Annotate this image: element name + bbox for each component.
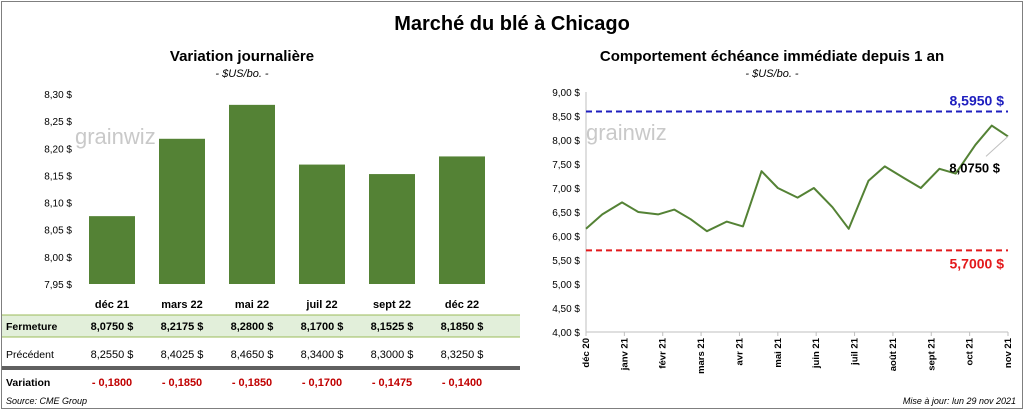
y-tick-label: 6,50 $ (552, 208, 580, 219)
y-tick-label: 5,00 $ (552, 280, 580, 291)
bar (89, 216, 135, 284)
x-tick-label: mai 22 (235, 299, 269, 311)
x-tick-label: mai 21 (773, 337, 784, 367)
y-tick-label: 8,00 $ (552, 136, 580, 147)
left-chart-unit: - $US/bo. - (215, 68, 269, 80)
table-cell: 8,3400 $ (301, 349, 344, 361)
table-cell: 8,3000 $ (371, 349, 414, 361)
x-tick-label: août 21 (888, 337, 899, 371)
table-cell: - 0,1700 (302, 377, 342, 389)
max-label: 8,5950 $ (950, 92, 1005, 108)
x-tick-label: sept 21 (926, 337, 937, 370)
row-label: Fermeture (6, 321, 58, 333)
x-tick-label: oct 21 (965, 337, 976, 365)
bar (229, 104, 275, 284)
y-tick-label: 8,20 $ (44, 144, 72, 155)
price-series-line (585, 124, 1009, 233)
table-cell: - 0,1850 (232, 377, 272, 389)
table-cell: 8,1525 $ (371, 321, 414, 333)
bar-chart: grainwiz 7,95 $ 8,00 $ 8,05 $ 8,10 $ 8,15 $ 8,… (2, 90, 520, 393)
y-tick-label: 7,50 $ (552, 160, 580, 171)
table-row-bg (2, 371, 520, 393)
y-tick-label: 4,00 $ (552, 328, 580, 339)
row-label: Précédent (6, 349, 54, 361)
main-title: Marché du blé à Chicago (394, 13, 630, 35)
min-label: 5,7000 $ (950, 255, 1005, 271)
left-chart-title: Variation journalière (169, 48, 315, 65)
update-note: Mise à jour: lun 29 nov 2021 (902, 396, 1016, 406)
table-cell: 8,2175 $ (161, 321, 204, 333)
x-tick-label: nov 21 (1003, 337, 1014, 368)
x-tick-label: mars 21 (696, 337, 707, 374)
table-cell: 8,4650 $ (231, 349, 274, 361)
bar (369, 174, 415, 284)
x-tick-label: janv 21 (619, 337, 630, 371)
y-tick-label: 8,00 $ (44, 253, 72, 264)
y-tick-label: 8,25 $ (44, 117, 72, 128)
line-chart: grainwiz 4,00 $ 4,50 $ 5,00 $ 5,50 $ 6,00 $ 6,… (552, 88, 1014, 374)
y-tick-label: 8,15 $ (44, 171, 72, 182)
y-tick-label: 4,50 $ (552, 304, 580, 315)
table-cell: - 0,1850 (162, 377, 202, 389)
table-cell: 8,0750 $ (91, 321, 134, 333)
bar (159, 138, 205, 284)
callout-line (985, 136, 1009, 157)
y-tick-label: 8,30 $ (44, 90, 72, 101)
right-chart-title: Comportement échéance immédiate depuis 1… (599, 48, 945, 65)
watermark: grainwiz (586, 120, 667, 145)
x-tick-label: déc 21 (95, 299, 129, 311)
table-cell: - 0,1475 (372, 377, 412, 389)
table-cell: 8,2550 $ (91, 349, 134, 361)
table-cell: 8,1700 $ (301, 321, 344, 333)
row-label: Variation (6, 377, 50, 389)
x-tick-label: juin 21 (811, 337, 822, 369)
table-cell: 8,2800 $ (231, 321, 274, 333)
watermark: grainwiz (75, 124, 156, 149)
y-tick-label: 9,00 $ (552, 88, 580, 99)
table-cell: - 0,1800 (92, 377, 132, 389)
table-cell: 8,4025 $ (161, 349, 204, 361)
x-tick-label: avr 21 (734, 337, 745, 365)
bar (299, 164, 345, 284)
y-tick-label: 8,10 $ (44, 199, 72, 210)
x-tick-label: déc 20 (581, 338, 592, 368)
last-value-label: 8,0750 $ (949, 160, 1000, 175)
x-tick-label: juil 22 (305, 299, 337, 311)
x-tick-label: mars 22 (161, 299, 203, 311)
x-tick-label: juil 21 (850, 337, 861, 366)
x-tick-label: févr 21 (658, 337, 669, 368)
bar (439, 156, 485, 284)
x-tick-label: déc 22 (445, 299, 479, 311)
y-tick-label: 7,00 $ (552, 184, 580, 195)
x-tick-label: sept 22 (373, 299, 411, 311)
table-cell: 8,1850 $ (441, 321, 484, 333)
y-tick-label: 6,00 $ (552, 232, 580, 243)
y-tick-label: 8,50 $ (552, 112, 580, 123)
table-row-bg (2, 315, 520, 337)
table-cell: - 0,1400 (442, 377, 482, 389)
y-tick-label: 5,50 $ (552, 256, 580, 267)
y-tick-label: 8,05 $ (44, 226, 72, 237)
y-tick-label: 7,95 $ (44, 280, 72, 291)
right-chart-unit: - $US/bo. - (745, 68, 799, 80)
table-row-bg (2, 343, 520, 365)
source-note: Source: CME Group (6, 396, 88, 406)
table-cell: 8,3250 $ (441, 349, 484, 361)
